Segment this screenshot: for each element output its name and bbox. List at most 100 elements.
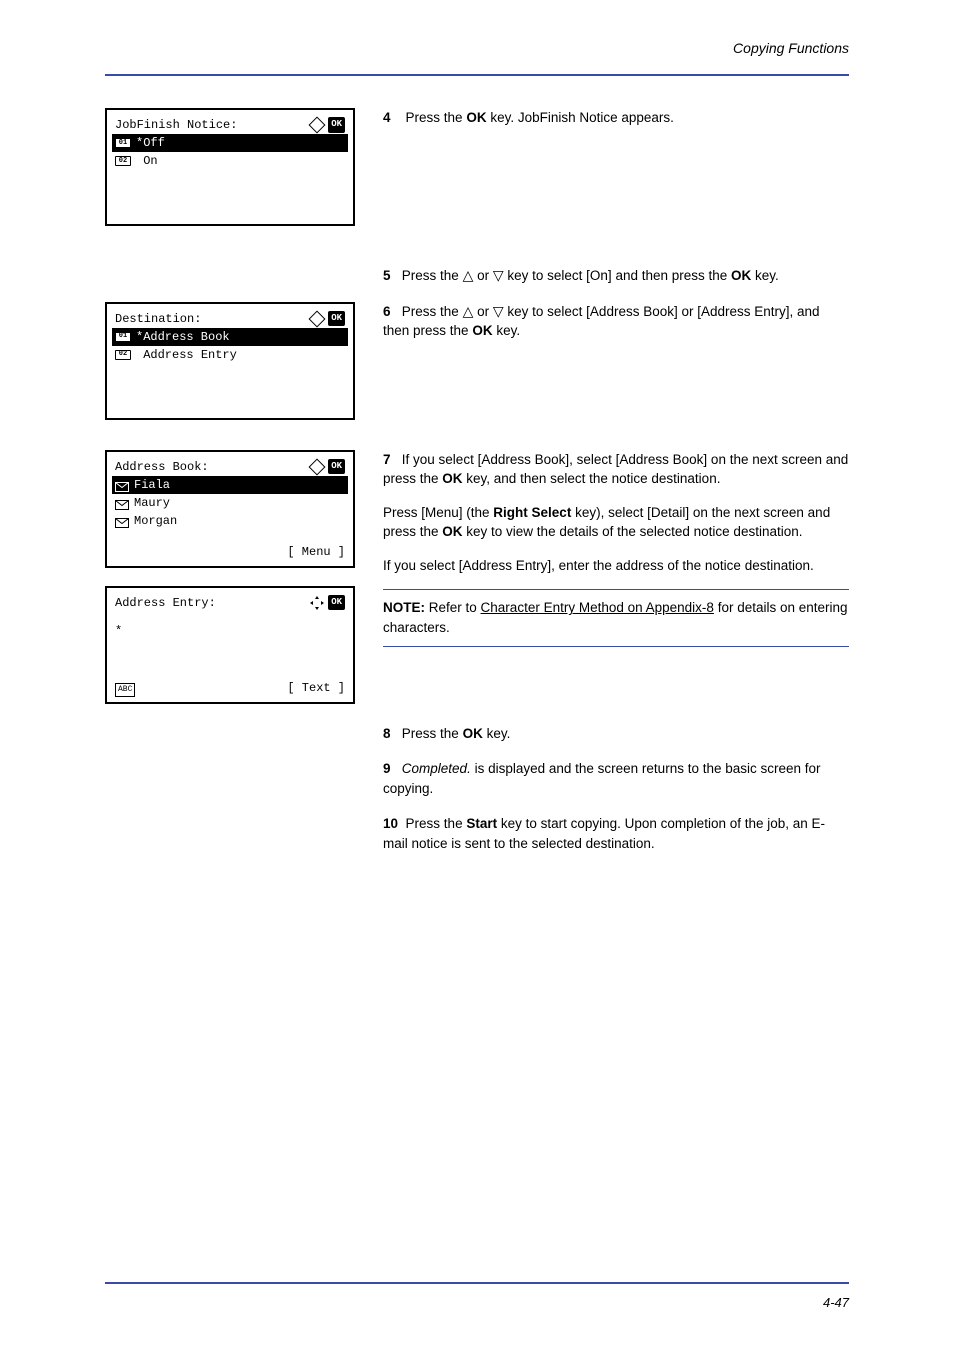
step-text: or	[473, 304, 493, 319]
key-name: OK	[442, 471, 462, 486]
top-rule	[105, 74, 849, 76]
lcd-addressbook: Address Book: OK Fiala Maury Morgan	[105, 450, 355, 568]
lcd-item-addrbook: 01 *Address Book	[112, 328, 348, 346]
lcd-item-text: Morgan	[134, 512, 177, 530]
envelope-icon	[115, 498, 129, 508]
step-text: Press the	[406, 110, 467, 125]
triangle-down-icon: ▽	[493, 304, 504, 318]
step-text: key to view the details of the selected …	[463, 524, 803, 539]
step-4-row: JobFinish Notice: OK 01 *Off 02 On 4	[105, 108, 849, 226]
step-text: Press the	[406, 816, 467, 831]
step-text: key to select [On] and then press the	[504, 268, 731, 283]
crosshair-icon	[310, 596, 324, 610]
lcd-footer-abc: ABC	[115, 683, 135, 697]
step-text: If you select [Address Entry], enter the…	[383, 558, 814, 573]
abc-icon: ABC	[115, 683, 135, 697]
key-name: OK	[442, 524, 462, 539]
ok-icon: OK	[328, 117, 345, 133]
key-name: OK	[731, 268, 751, 283]
lcd-item-off: 01 *Off	[112, 134, 348, 152]
step-text: Press the	[402, 726, 463, 741]
lcd-footer-text: [ Text ]	[287, 679, 345, 697]
diamond-icon	[310, 118, 324, 132]
step-text: key.	[751, 268, 779, 283]
ok-icon: OK	[328, 311, 345, 327]
lcd-addressentry: Address Entry: OK * ABC [ Text ]	[105, 586, 355, 704]
step-5-text: 5 Press the △ or ▽ key to select [On] an…	[383, 266, 849, 286]
lcd-item-on: 02 On	[115, 152, 345, 170]
page-header: Copying Functions	[733, 40, 849, 56]
step-text: Press the	[402, 268, 463, 283]
envelope-icon	[115, 480, 129, 490]
lcd-item-text: *	[115, 622, 122, 640]
status-text: Completed.	[402, 761, 471, 776]
lcd-item-fiala: Fiala	[112, 476, 348, 494]
ok-icon: OK	[328, 595, 345, 611]
step-number: 5	[383, 268, 391, 283]
bottom-rule	[105, 1282, 849, 1284]
step-9-row: 9 Completed. is displayed and the screen…	[105, 759, 849, 798]
key-name: OK	[466, 110, 486, 125]
num-01-icon: 01	[115, 138, 131, 148]
step-text: key.	[483, 726, 511, 741]
page-number: 4-47	[823, 1295, 849, 1310]
step-text: Press the	[402, 304, 463, 319]
lcd-title: Address Book:	[115, 458, 209, 476]
step-10-row: 10 Press the Start key to start copying.…	[105, 814, 849, 853]
step-text: Press [Menu] (the	[383, 505, 493, 520]
key-name: OK	[463, 726, 483, 741]
step-number: 7	[383, 452, 391, 467]
lcd-nav-icons: OK	[310, 311, 345, 327]
step-6-row: Destination: OK 01 *Address Book 02 Addr…	[105, 302, 849, 420]
step-5-row: 5 Press the △ or ▽ key to select [On] an…	[105, 266, 849, 286]
note-block: NOTE: Refer to Character Entry Method on…	[383, 589, 849, 646]
num-02-icon: 02	[115, 350, 131, 360]
step-text: key.	[493, 323, 521, 338]
step-text: key, and then select the notice destinat…	[463, 471, 721, 486]
lcd-title: Address Entry:	[115, 594, 216, 612]
step-7-row: Address Book: OK Fiala Maury Morgan	[105, 450, 849, 704]
step-text: or	[473, 268, 493, 283]
diamond-icon	[310, 460, 324, 474]
lcd-item-addrentry: 02 Address Entry	[115, 346, 345, 364]
key-name: Right Select	[493, 505, 571, 520]
lcd-item-text: On	[136, 152, 158, 170]
step-number: 10	[383, 816, 398, 831]
num-02-icon: 02	[115, 156, 131, 166]
step-8-row: 8 Press the OK key.	[105, 724, 849, 744]
lcd-entry-body: *	[115, 622, 345, 640]
lcd-item-morgan: Morgan	[115, 512, 345, 530]
step-4-text: 4 Press the OK key. JobFinish Notice app…	[383, 108, 849, 226]
lcd-item-text: *Address Book	[136, 328, 230, 346]
key-name: Start	[466, 816, 497, 831]
note-link: Character Entry Method on Appendix-8	[481, 600, 714, 615]
ok-icon: OK	[328, 459, 345, 475]
lcd-jobfinish: JobFinish Notice: OK 01 *Off 02 On	[105, 108, 355, 226]
note-label: NOTE:	[383, 600, 425, 615]
triangle-up-icon: △	[463, 268, 474, 282]
lcd-title: JobFinish Notice:	[115, 116, 237, 134]
lcd-destination: Destination: OK 01 *Address Book 02 Addr…	[105, 302, 355, 420]
lcd-nav-icons: OK	[310, 595, 345, 611]
content-area: JobFinish Notice: OK 01 *Off 02 On 4	[105, 108, 849, 869]
lcd-nav-icons: OK	[310, 459, 345, 475]
envelope-icon	[115, 516, 129, 526]
step-text: key. JobFinish Notice appears.	[487, 110, 674, 125]
triangle-up-icon: △	[463, 304, 474, 318]
step-6-text: 6 Press the △ or ▽ key to select [Addres…	[383, 302, 849, 420]
step-number: 8	[383, 726, 391, 741]
step-number: 6	[383, 304, 391, 319]
step-number: 4	[383, 110, 391, 125]
num-01-icon: 01	[115, 332, 131, 342]
step-8-text: 8 Press the OK key.	[383, 724, 849, 744]
step-9-text: 9 Completed. is displayed and the screen…	[383, 759, 849, 798]
note-text: Refer to	[429, 600, 481, 615]
lcd-nav-icons: OK	[310, 117, 345, 133]
lcd-item-text: Address Entry	[136, 346, 237, 364]
lcd-item-text: *Off	[136, 134, 165, 152]
triangle-down-icon: ▽	[493, 268, 504, 282]
lcd-title: Destination:	[115, 310, 201, 328]
key-name: OK	[472, 323, 492, 338]
lcd-item-text: Maury	[134, 494, 170, 512]
step-10-text: 10 Press the Start key to start copying.…	[383, 814, 849, 853]
